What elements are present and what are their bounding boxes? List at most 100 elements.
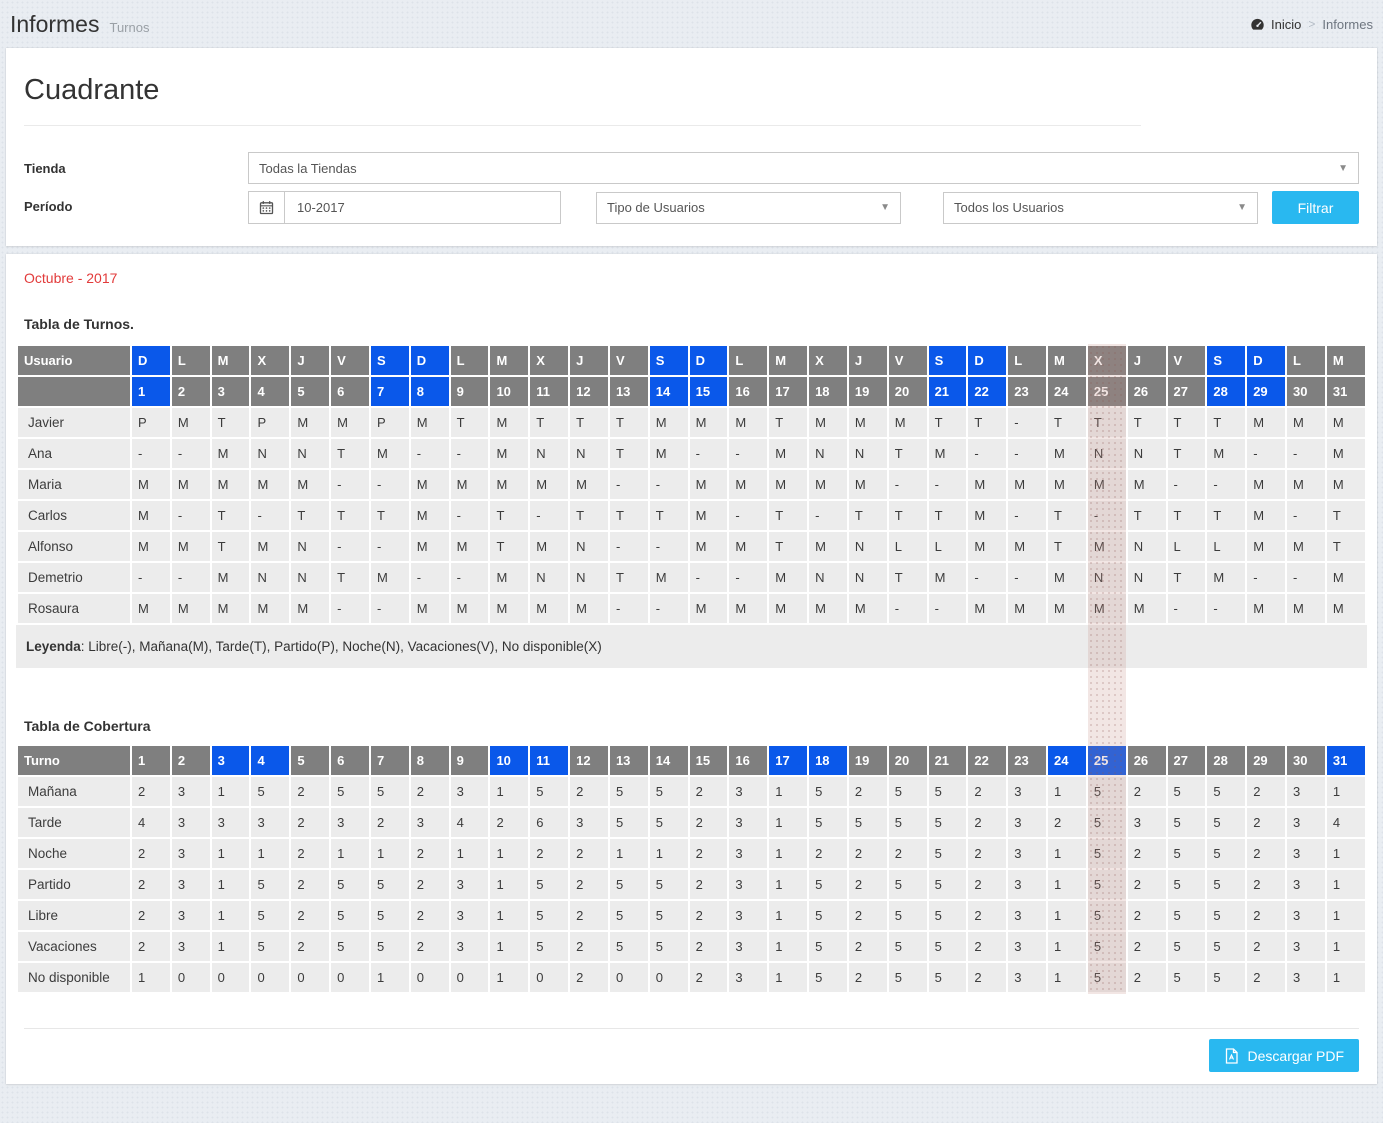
shift-cell: T (769, 501, 807, 530)
coverage-cell: 1 (490, 932, 528, 961)
coverage-cell: 2 (1247, 808, 1285, 837)
calendar-icon (248, 191, 284, 224)
shift-cell: - (929, 470, 967, 499)
coverage-cell: 3 (1287, 870, 1325, 899)
shift-cell: T (212, 501, 250, 530)
coverage-cell: 2 (968, 963, 1006, 992)
shift-cell: N (530, 563, 568, 592)
coverage-cell: 3 (172, 839, 210, 868)
top-bar: Informes Turnos Inicio > Informes (0, 0, 1383, 48)
coverage-cell: 1 (451, 839, 489, 868)
shift-cell: - (331, 594, 369, 623)
coverage-cell: 2 (570, 777, 608, 806)
coverage-cell: 5 (650, 808, 688, 837)
todos-usuarios-select[interactable]: Todos los Usuarios ▼ (943, 192, 1258, 224)
coverage-cell: 2 (1128, 932, 1166, 961)
periodo-input[interactable] (284, 191, 561, 224)
day-letter-header: M (490, 346, 528, 375)
coverage-cell: 1 (251, 839, 289, 868)
shift-cell: N (291, 563, 329, 592)
day-number-header: 11 (530, 746, 568, 775)
coverage-cell: 2 (291, 932, 329, 961)
shift-cell: - (610, 532, 648, 561)
coverage-cell: 5 (809, 870, 847, 899)
shift-cell: M (1008, 532, 1046, 561)
shift-cell: T (1207, 408, 1245, 437)
coverage-cell: 5 (1088, 777, 1126, 806)
filters-form: Tienda Todas la Tiendas ▼ Período (16, 152, 1367, 224)
coverage-cell: 0 (172, 963, 210, 992)
shift-cell: N (809, 563, 847, 592)
shift-cell: M (411, 470, 449, 499)
coverage-cell: 1 (490, 777, 528, 806)
coverage-cell: 2 (570, 932, 608, 961)
day-letter-header: D (968, 346, 1006, 375)
tienda-select[interactable]: Todas la Tiendas ▼ (248, 152, 1359, 184)
shift-cell: - (132, 563, 170, 592)
shift-cell: M (729, 470, 767, 499)
day-letter-header: D (690, 346, 728, 375)
coverage-cell: 5 (331, 870, 369, 899)
coverage-cell: 2 (1247, 932, 1285, 961)
turnos-header-numbers-row: 1234567891011121314151617181920212223242… (18, 377, 1365, 406)
breadcrumb-separator: > (1308, 17, 1315, 31)
descargar-pdf-button[interactable]: Descargar PDF (1209, 1039, 1359, 1072)
coverage-cell: 2 (530, 839, 568, 868)
shift-cell: - (451, 563, 489, 592)
coverage-cell: 3 (451, 901, 489, 930)
coverage-cell: 2 (849, 901, 887, 930)
day-number-header: 22 (968, 746, 1006, 775)
coverage-cell: 5 (251, 777, 289, 806)
breadcrumb: Inicio > Informes (1250, 17, 1373, 32)
shift-cell: N (1128, 439, 1166, 468)
coverage-cell: 2 (291, 808, 329, 837)
coverage-cell: 3 (729, 901, 767, 930)
day-number-header: 8 (411, 377, 449, 406)
shift-cell: T (929, 408, 967, 437)
shift-cell: - (968, 439, 1006, 468)
turno-name-cell: Libre (18, 901, 130, 930)
turnos-table-title: Tabla de Turnos. (24, 316, 1359, 332)
tipo-usuarios-select[interactable]: Tipo de Usuarios ▼ (596, 192, 901, 224)
shift-cell: M (1088, 470, 1126, 499)
shift-cell: T (331, 563, 369, 592)
coverage-cell: 2 (690, 839, 728, 868)
coverage-cell: 2 (132, 839, 170, 868)
day-letter-header: L (729, 346, 767, 375)
filtrar-button[interactable]: Filtrar (1272, 191, 1359, 224)
coverage-cell: 3 (1008, 870, 1046, 899)
day-number-header: 28 (1207, 746, 1245, 775)
shift-cell: M (490, 408, 528, 437)
shift-cell: M (490, 470, 528, 499)
coverage-cell: 3 (451, 932, 489, 961)
coverage-cell: 0 (650, 963, 688, 992)
coverage-cell: 5 (1207, 932, 1245, 961)
coverage-cell: 3 (1008, 839, 1046, 868)
coverage-cell: 5 (1168, 932, 1206, 961)
breadcrumb-home-link[interactable]: Inicio (1250, 17, 1301, 32)
day-letter-header: X (530, 346, 568, 375)
shift-cell: - (331, 532, 369, 561)
day-number-header: 4 (251, 746, 289, 775)
shift-cell: M (251, 532, 289, 561)
shift-cell: - (251, 501, 289, 530)
day-number-header: 21 (929, 377, 967, 406)
coverage-cell: 2 (968, 777, 1006, 806)
day-number-header: 1 (132, 377, 170, 406)
shift-cell: M (490, 563, 528, 592)
shift-cell: M (650, 408, 688, 437)
coverage-cell: 2 (809, 839, 847, 868)
shift-cell: T (490, 532, 528, 561)
coverage-cell: 2 (968, 901, 1006, 930)
coverage-cell: 5 (889, 808, 927, 837)
turnos-row: Ana--MNNTM--MNNTM--MNNTM--MNNTM--M (18, 439, 1365, 468)
day-number-header: 8 (411, 746, 449, 775)
shift-cell: - (530, 501, 568, 530)
shift-cell: P (132, 408, 170, 437)
user-name-cell: Javier (18, 408, 130, 437)
coverage-cell: 3 (729, 777, 767, 806)
coverage-cell: 1 (1048, 901, 1086, 930)
shift-cell: M (690, 532, 728, 561)
coverage-cell: 3 (172, 808, 210, 837)
user-name-cell: Demetrio (18, 563, 130, 592)
